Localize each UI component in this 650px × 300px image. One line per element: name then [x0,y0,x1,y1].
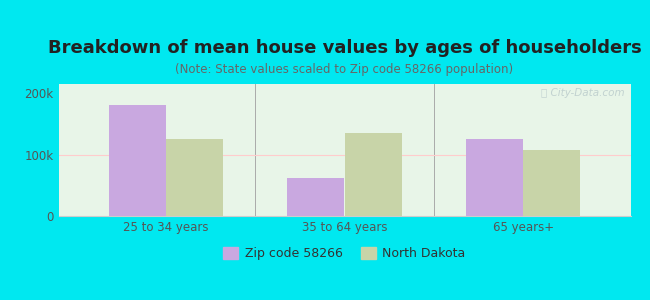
Bar [344,133,402,216]
Bar [466,139,523,216]
Legend: Zip code 58266, North Dakota: Zip code 58266, North Dakota [218,242,471,265]
Bar [523,150,580,216]
Text: (Note: State values scaled to Zip code 58266 population): (Note: State values scaled to Zip code 5… [176,63,514,76]
Bar [166,139,223,216]
Bar [287,178,344,216]
Title: Breakdown of mean house values by ages of householders: Breakdown of mean house values by ages o… [47,39,642,57]
Bar [109,106,166,216]
Text: ⓘ City-Data.com: ⓘ City-Data.com [541,88,625,98]
